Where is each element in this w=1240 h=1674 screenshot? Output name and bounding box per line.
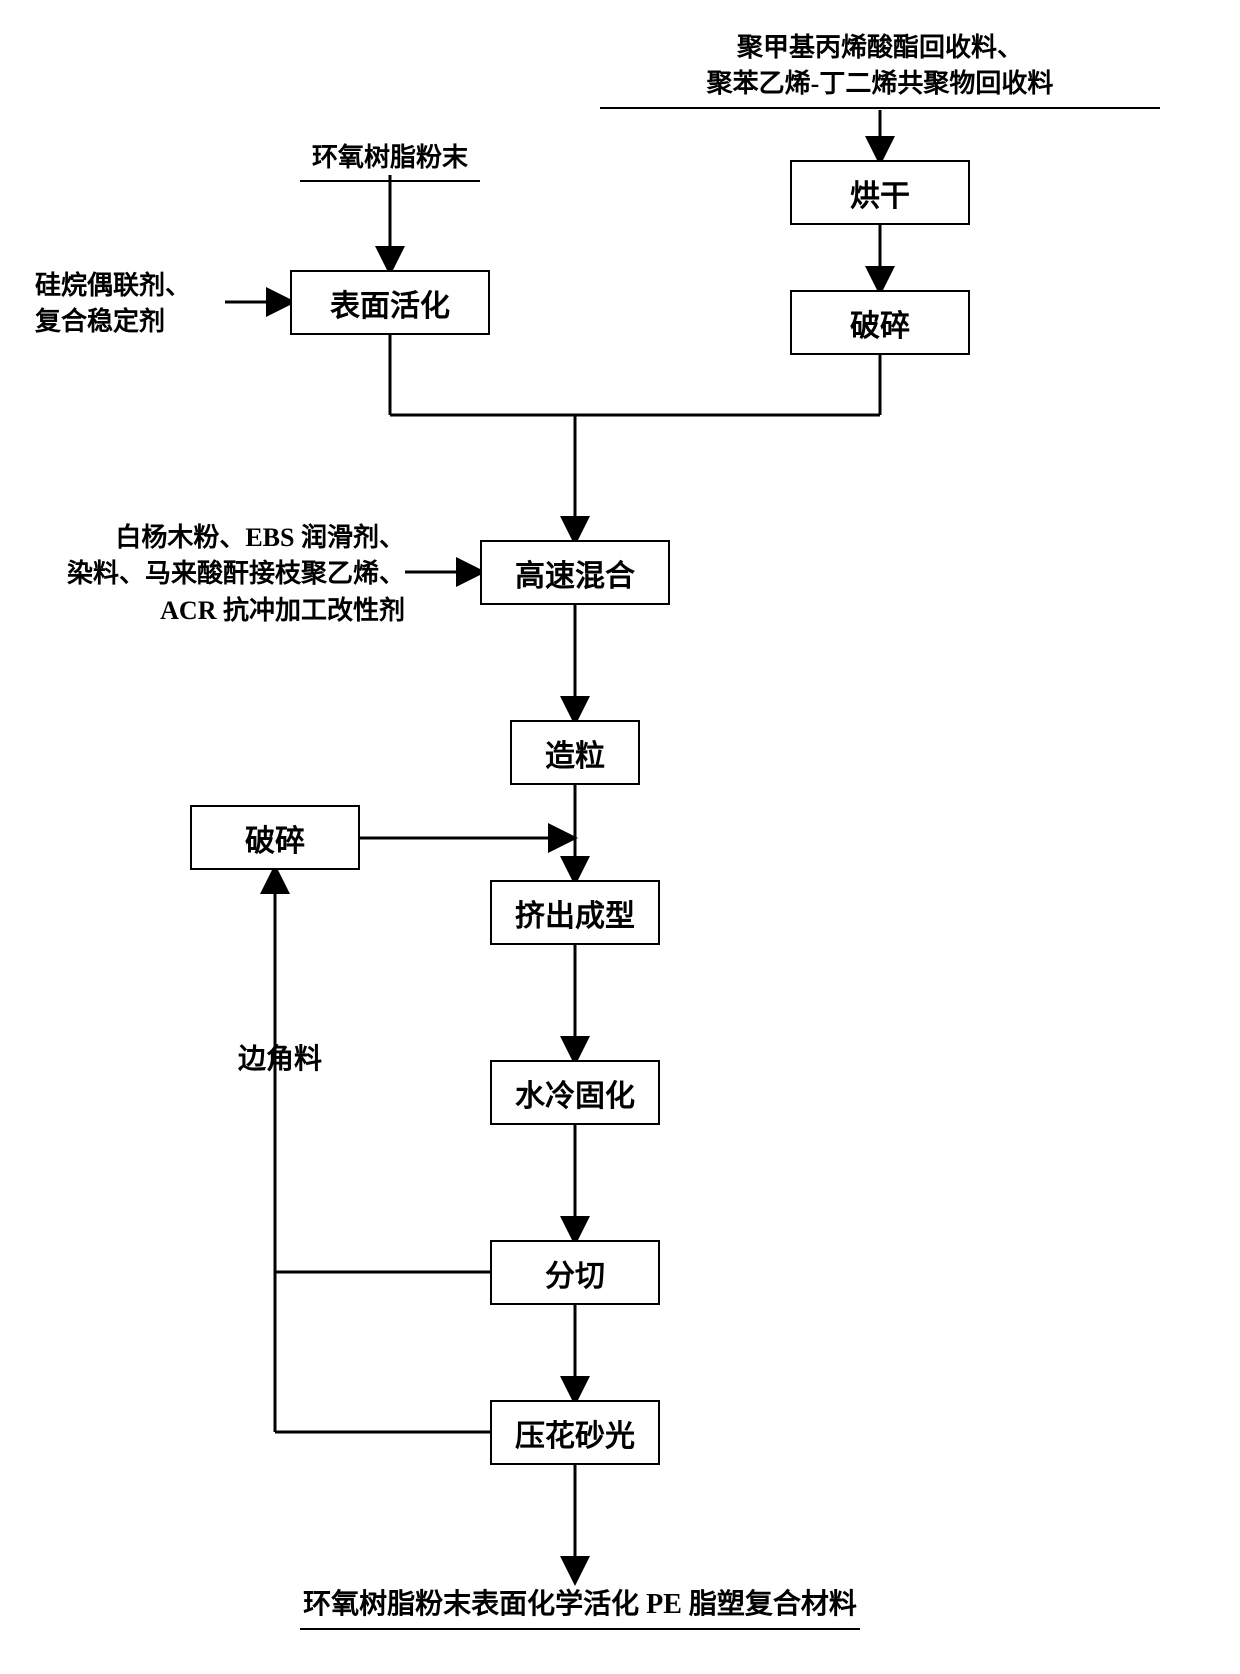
label-scrap: 边角料 (225, 1040, 335, 1079)
step-crush-recycle: 破碎 (190, 805, 360, 870)
input-recycled-materials: 聚甲基丙烯酸酯回收料、 聚苯乙烯-丁二烯共聚物回收料 (600, 30, 1160, 109)
input-additives: 白杨木粉、EBS 润滑剂、 染料、马来酸酐接枝聚乙烯、 ACR 抗冲加工改性剂 (55, 520, 405, 629)
step-dry: 烘干 (790, 160, 970, 225)
output-product: 环氧树脂粉末表面化学活化 PE 脂塑复合材料 (300, 1585, 860, 1630)
step-cut: 分切 (490, 1240, 660, 1305)
step-extrude: 挤出成型 (490, 880, 660, 945)
step-granulate: 造粒 (510, 720, 640, 785)
step-crush-right: 破碎 (790, 290, 970, 355)
input-epoxy-powder: 环氧树脂粉末 (300, 140, 480, 182)
step-water-cool: 水冷固化 (490, 1060, 660, 1125)
step-surface-activation: 表面活化 (290, 270, 490, 335)
input-silane-stabilizer: 硅烷偶联剂、 复合稳定剂 (35, 268, 225, 341)
step-emboss-sand: 压花砂光 (490, 1400, 660, 1465)
step-high-speed-mix: 高速混合 (480, 540, 670, 605)
